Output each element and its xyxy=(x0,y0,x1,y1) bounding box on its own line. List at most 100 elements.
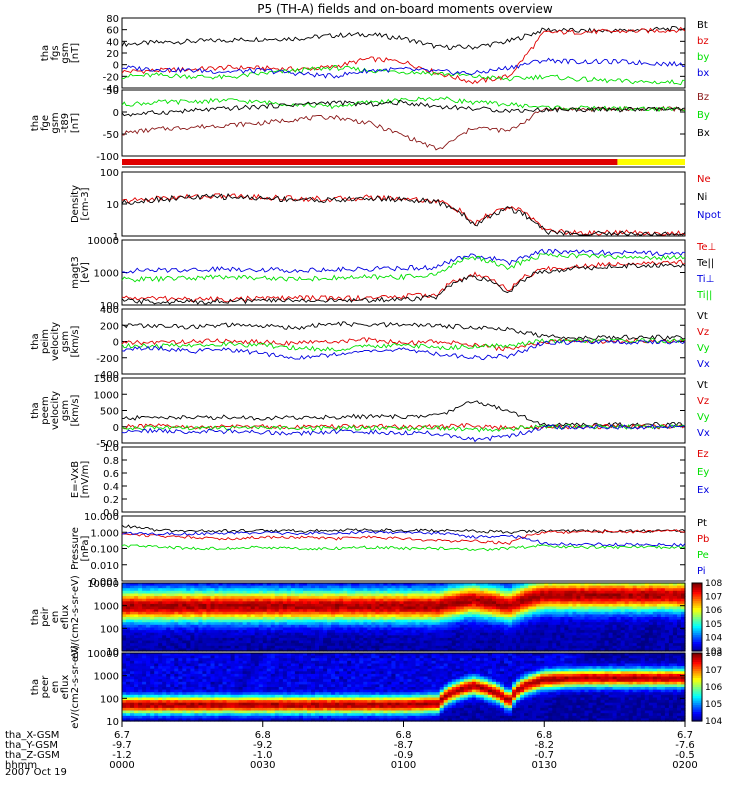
spectrogram-cell xyxy=(194,627,199,631)
spectrogram-cell xyxy=(294,645,300,649)
spectrogram-cell xyxy=(640,640,646,644)
spectrogram-cell xyxy=(230,705,236,709)
spectrogram-cell xyxy=(620,643,626,647)
spectrogram-cell xyxy=(584,609,590,613)
spectrogram-cell xyxy=(479,622,485,626)
spectrogram-cell xyxy=(371,611,376,615)
spectrogram-cell xyxy=(198,663,203,667)
spectrogram-cell xyxy=(636,590,642,594)
spectrogram-cell xyxy=(174,603,179,608)
spectrogram-cell xyxy=(508,601,513,605)
spectrogram-cell xyxy=(339,640,344,644)
spectrogram-cell xyxy=(278,700,284,704)
spectrogram-cell xyxy=(186,617,191,621)
spectrogram-cell xyxy=(363,601,368,605)
spectrogram-cell xyxy=(274,676,280,680)
spectrogram-cell xyxy=(234,687,240,691)
spectrogram-cell xyxy=(608,588,614,592)
spectrogram-cell xyxy=(544,583,549,587)
spectrogram-cell xyxy=(560,635,565,639)
spectrogram-cell xyxy=(335,622,340,626)
spectrogram-cell xyxy=(612,619,618,623)
spectrogram-cell xyxy=(431,635,437,639)
spectrogram-cell xyxy=(548,630,553,634)
spectrogram-cell xyxy=(294,632,300,636)
spectrogram-cell xyxy=(158,596,163,600)
spectrogram-cell xyxy=(323,643,328,647)
spectrogram-cell xyxy=(242,593,248,597)
spectrogram-cell xyxy=(319,619,324,623)
spectrogram-cell xyxy=(226,679,232,683)
spectrogram-cell xyxy=(483,617,489,621)
spectrogram-cell xyxy=(150,624,155,628)
y-tick-label: 10000 xyxy=(87,579,119,590)
spectrogram-cell xyxy=(278,663,284,667)
spectrogram-cell xyxy=(170,614,175,618)
spectrogram-cell xyxy=(580,619,585,623)
spectrogram-cell xyxy=(660,635,666,639)
spectrogram-cell xyxy=(214,684,220,688)
spectrogram-cell xyxy=(335,648,340,652)
spectrogram-cell xyxy=(443,588,449,592)
spectrogram-cell xyxy=(154,666,159,670)
spectrogram-cell xyxy=(298,632,304,636)
spectrogram-cell xyxy=(230,697,236,701)
spectrogram-cell xyxy=(648,611,654,615)
spectrogram-cell xyxy=(194,588,199,592)
spectrogram-cell xyxy=(274,673,280,678)
spectrogram-cell xyxy=(580,603,585,608)
spectrogram-cell xyxy=(343,588,348,592)
spectrogram-cell xyxy=(290,617,296,621)
spectrogram-cell xyxy=(186,681,191,685)
spectrogram-cell xyxy=(475,648,481,652)
spectrogram-cell xyxy=(600,640,606,644)
spectrogram-cell xyxy=(668,643,674,647)
spectrogram-cell xyxy=(214,635,220,639)
spectrogram-cell xyxy=(427,601,433,605)
spectrogram-cell xyxy=(383,601,388,605)
spectrogram-cell xyxy=(620,588,626,592)
spectrogram-cell xyxy=(632,614,638,618)
spectrogram-cell xyxy=(274,658,280,662)
spectrogram-cell xyxy=(375,643,380,647)
y-axis-label: tha xyxy=(40,45,51,61)
spectrogram-cell xyxy=(399,630,405,634)
spectrogram-cell xyxy=(467,601,473,605)
spectrogram-cell xyxy=(475,643,481,647)
spectrogram-cell xyxy=(644,593,650,597)
spectrogram-cell xyxy=(206,640,211,644)
spectrogram-cell xyxy=(210,700,216,704)
spectrogram-cell xyxy=(455,617,461,621)
spectrogram-cell xyxy=(327,609,332,613)
spectrogram-cell xyxy=(182,702,187,706)
spectrogram-cell xyxy=(174,640,179,644)
spectrogram-cell xyxy=(351,614,356,618)
spectrogram-cell xyxy=(182,692,187,696)
spectrogram-cell xyxy=(206,619,211,623)
spectrogram-cell xyxy=(242,710,248,714)
spectrogram-cell xyxy=(142,585,147,589)
spectrogram-cell xyxy=(134,658,139,662)
spectrogram-cell xyxy=(435,624,441,628)
spectrogram-cell xyxy=(560,593,565,597)
spectrogram-cell xyxy=(222,694,228,698)
spectrogram-cell xyxy=(540,648,545,652)
spectrogram-cell xyxy=(238,707,244,712)
spectrogram-cell xyxy=(608,627,614,631)
spectrogram-cell xyxy=(126,681,131,685)
spectrogram-cell xyxy=(483,614,489,618)
spectrogram-cell xyxy=(194,622,199,626)
spectrogram-cell xyxy=(327,627,332,631)
spectrogram-cell xyxy=(500,648,505,652)
spectrogram-cell xyxy=(210,679,216,683)
spectrogram-cell xyxy=(262,694,268,698)
spectrogram-cell xyxy=(435,614,441,618)
spectrogram-cell xyxy=(142,681,147,685)
spectrogram-cell xyxy=(278,622,284,626)
spectrogram-cell xyxy=(656,630,662,634)
spectrogram-cell xyxy=(130,715,135,719)
spectrogram-cell xyxy=(258,606,264,610)
spectrogram-cell xyxy=(339,598,344,602)
spectrogram-cell xyxy=(274,660,280,664)
spectrogram-cell xyxy=(130,645,135,649)
